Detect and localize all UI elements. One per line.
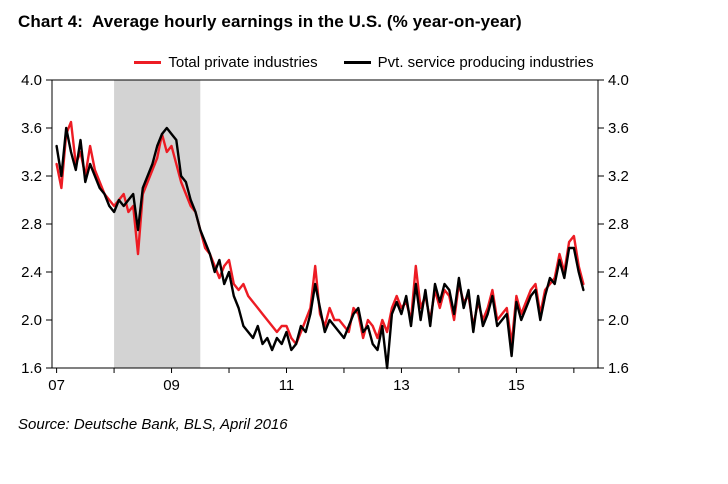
x-axis-label: 15: [508, 377, 525, 394]
chart-title: Chart 4: Average hourly earnings in the …: [18, 12, 522, 31]
chart-legend: Total private industries Pvt. service pro…: [0, 54, 728, 71]
y-axis-left-label: 3.6: [21, 120, 42, 137]
x-axis-label: 09: [163, 377, 180, 394]
chart-plot: 4.0 4.0 3.6 3.6 3.2 3.2 2.8 2.8 2.4 2.4 2.0 2.0 1.6 1…: [21, 72, 629, 394]
legend-label: Pvt. service producing industries: [377, 54, 594, 71]
y-axis-left-label: 2.8: [21, 216, 42, 233]
y-axis-left-label: 2.0: [21, 312, 42, 329]
y-axis-right-label: 2.0: [608, 312, 629, 329]
y-axis-right-label: 3.2: [608, 168, 629, 185]
y-axis-left-label: 3.2: [21, 168, 42, 185]
x-axis-label: 07: [48, 377, 65, 394]
series-line-pvt-service: [55, 126, 585, 370]
y-axis-left-label: 1.6: [21, 360, 42, 377]
legend-swatch-icon: [343, 61, 371, 64]
legend-item-total-private: Total private industries: [134, 54, 318, 71]
y-axis-right-label: 3.6: [608, 120, 629, 137]
source-note: Source: Deutsche Bank, BLS, April 2016: [18, 416, 288, 433]
legend-item-pvt-service: Pvt. service producing industries: [343, 54, 594, 71]
y-axis-left-label: 4.0: [21, 72, 42, 89]
x-axis-label: 11: [279, 377, 295, 394]
recession-band: [114, 80, 201, 368]
legend-label: Total private industries: [168, 54, 318, 71]
y-axis-right-label: 2.8: [608, 216, 629, 233]
y-axis-left-label: 2.4: [21, 264, 42, 281]
y-axis-right-label: 2.4: [608, 264, 629, 281]
legend-swatch-icon: [134, 61, 162, 64]
x-axis-label: 13: [393, 377, 410, 394]
y-axis-right-label: 4.0: [608, 72, 629, 89]
y-axis-right-label: 1.6: [608, 360, 629, 377]
